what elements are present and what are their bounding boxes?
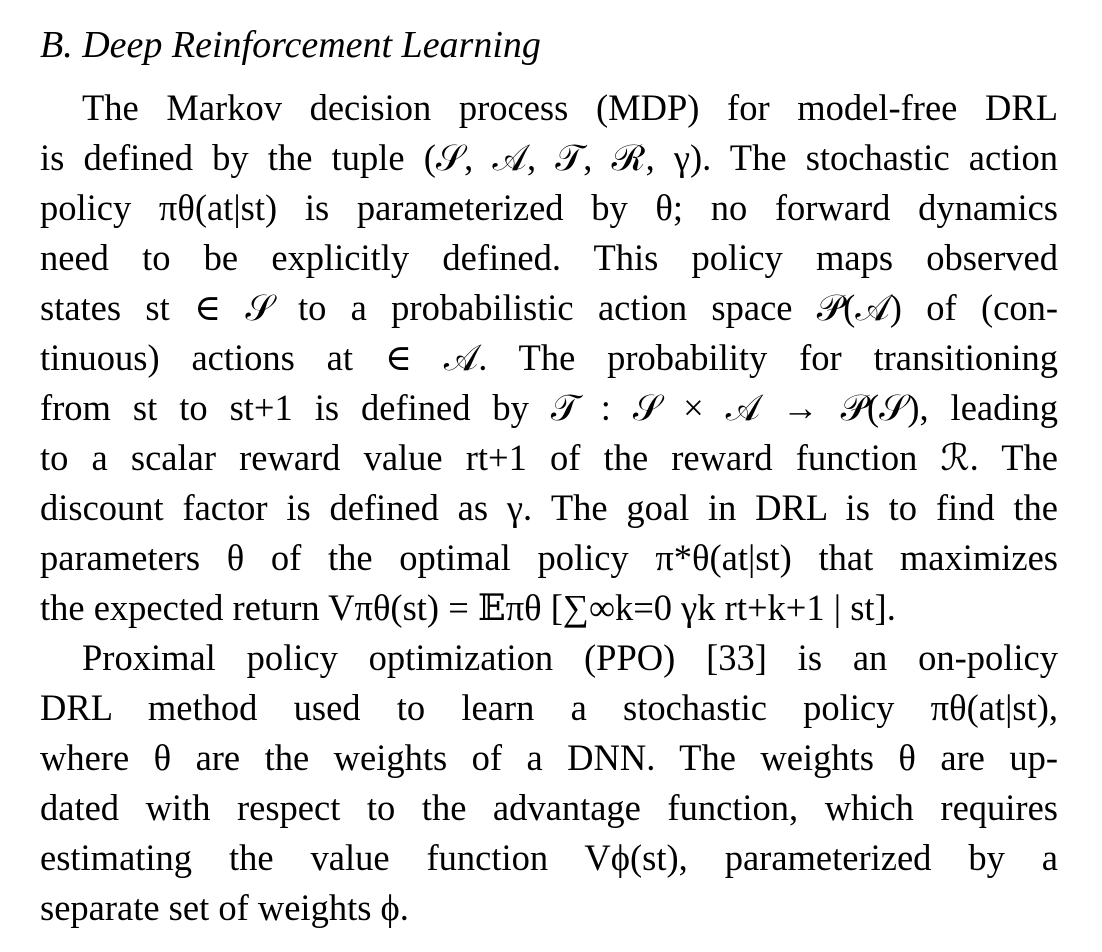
paragraph-line: to a scalar reward value rt+1 of the rew… — [40, 437, 1058, 478]
paragraph-line: parameters θ of the optimal policy π*θ(a… — [40, 537, 1058, 578]
paragraph-line: from st to st+1 is defined by 𝒯 : 𝒮 × 𝒜 … — [40, 387, 1058, 428]
paragraph-line: tinuous) actions at ∈ 𝒜. The probability… — [40, 337, 1058, 378]
paragraph-line: estimating the value function Vϕ(st), pa… — [40, 837, 1058, 878]
paragraph-line: need to be explicitly defined. This poli… — [40, 237, 1058, 278]
paragraph-line: separate set of weights ϕ. — [40, 887, 409, 928]
paragraph-line: dated with respect to the advantage func… — [40, 787, 1058, 828]
paragraph-line: The Markov decision process (MDP) for mo… — [82, 87, 1058, 128]
paragraph-line: DRL method used to learn a stochastic po… — [40, 687, 1058, 728]
paragraph-line: where θ are the weights of a DNN. The we… — [40, 737, 1058, 778]
paragraph-line: Proximal policy optimization (PPO) [33] … — [82, 637, 1058, 678]
paragraph-line: states st ∈ 𝒮 to a probabilistic action … — [40, 287, 1058, 328]
paragraph-line: the expected return Vπθ(st) = 𝔼πθ [∑∞k=0… — [40, 587, 896, 628]
paragraph-line: policy πθ(at|st) is parameterized by θ; … — [40, 187, 1058, 228]
paragraph-line: is defined by the tuple (𝒮, 𝒜, 𝒯, ℛ, γ).… — [40, 137, 1058, 178]
section-heading: B. Deep Reinforcement Learning — [40, 24, 541, 66]
paragraph-line: discount factor is defined as γ. The goa… — [40, 487, 1058, 528]
